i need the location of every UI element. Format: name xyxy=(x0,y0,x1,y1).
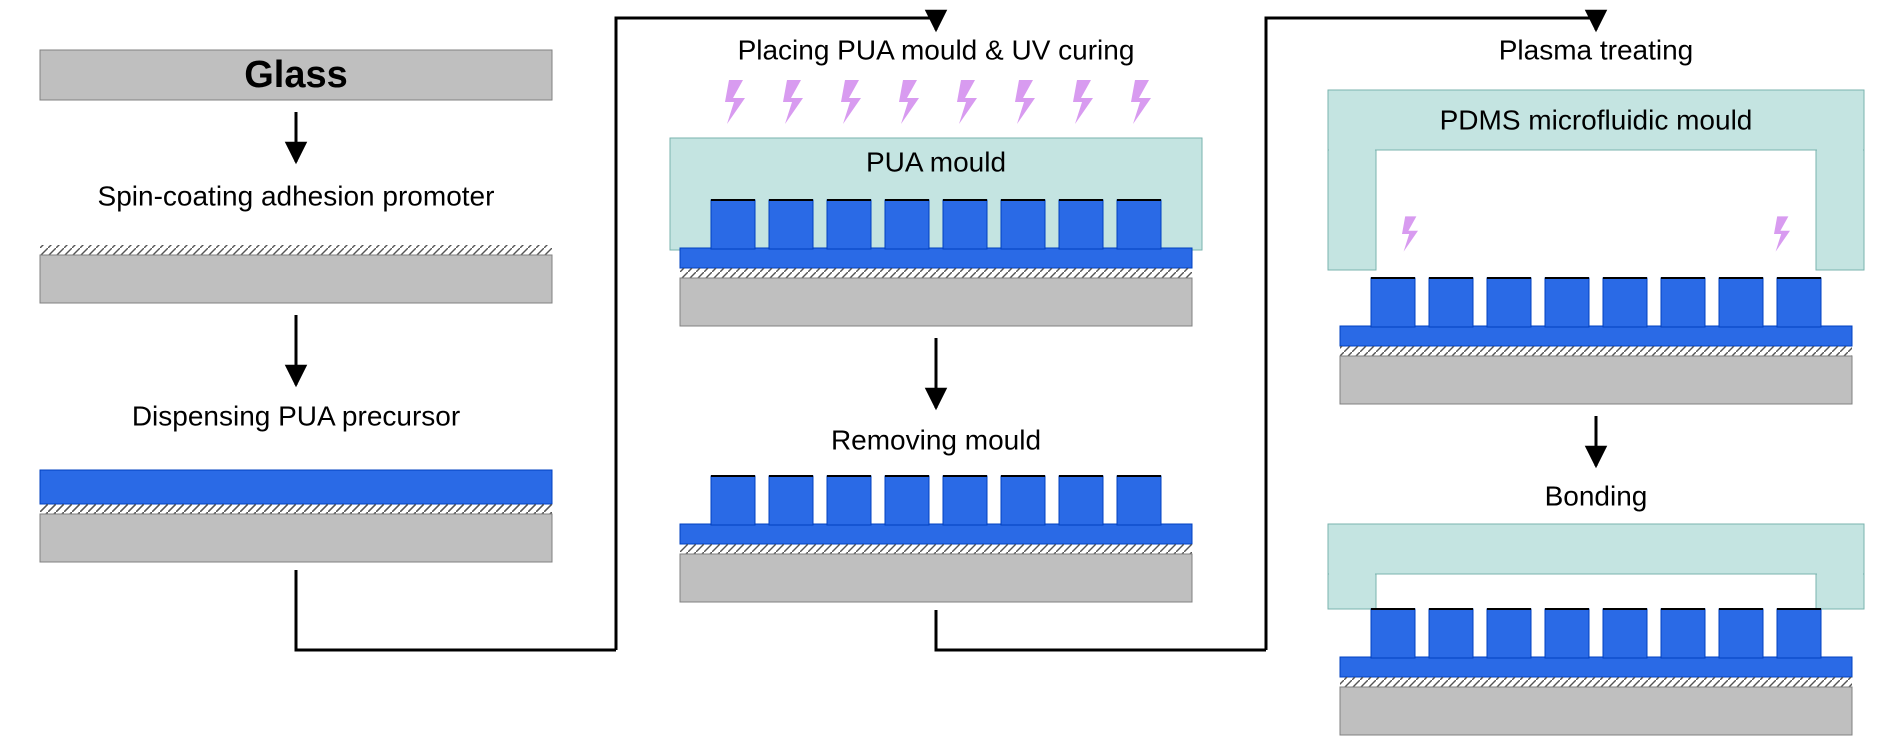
uv-lightning-icon xyxy=(841,80,861,124)
step3-label: Placing PUA mould & UV curing xyxy=(738,34,1135,65)
step5-label: Plasma treating xyxy=(1499,34,1694,65)
pua-mould-label: PUA mould xyxy=(866,146,1006,177)
uv-lightning-icon xyxy=(957,80,977,124)
step1-label: Spin-coating adhesion promoter xyxy=(98,180,495,211)
glass-label: Glass xyxy=(244,54,348,96)
uv-lightning-icon xyxy=(1774,216,1790,251)
uv-lightning-icon xyxy=(1073,80,1093,124)
uv-lightning-icon xyxy=(1402,216,1418,251)
step4-label: Removing mould xyxy=(831,424,1041,455)
pdms-mould-label: PDMS microfluidic mould xyxy=(1440,104,1753,135)
process-diagram: Glass Spin-coating adhesion promoter Dispe… xyxy=(0,0,1890,751)
uv-lightning-icon xyxy=(899,80,919,124)
uv-lightning-icon xyxy=(1131,80,1151,124)
step6-label: Bonding xyxy=(1545,480,1648,511)
step2-label: Dispensing PUA precursor xyxy=(132,400,460,431)
uv-lightning-icon xyxy=(783,80,803,124)
uv-lightning-icon xyxy=(1015,80,1035,124)
uv-lightning-icon xyxy=(725,80,745,124)
